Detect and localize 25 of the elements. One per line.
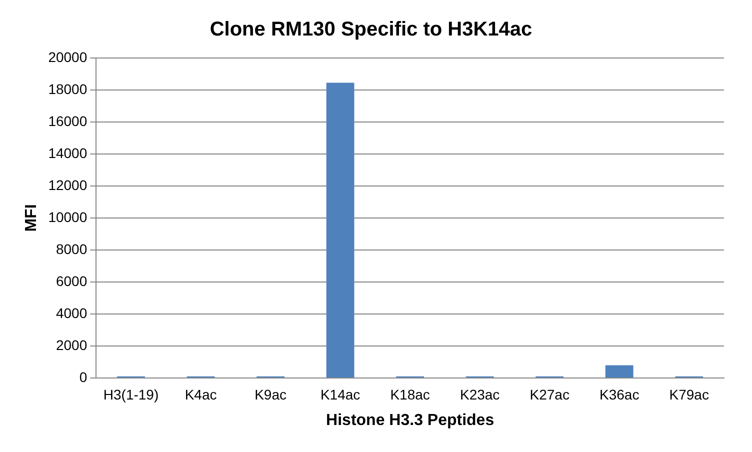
y-tick-label: 6000 — [56, 272, 88, 289]
x-tick-label: K79ac — [669, 386, 709, 402]
x-tick-label: K9ac — [254, 386, 286, 402]
y-tick-label: 20000 — [48, 48, 88, 65]
y-tick-label: 14000 — [48, 144, 88, 161]
y-tick-label: 10000 — [48, 208, 88, 225]
x-tick-label: K36ac — [600, 386, 640, 402]
x-tick-label: H3(1-19) — [103, 386, 159, 402]
bar — [605, 365, 634, 378]
y-tick-label: 4000 — [56, 304, 88, 321]
x-axis-title: Histone H3.3 Peptides — [326, 412, 494, 429]
bar — [326, 82, 354, 378]
x-tick-label: K4ac — [184, 386, 217, 402]
y-tick-label: 12000 — [48, 176, 88, 193]
y-tick-label: 0 — [79, 368, 88, 385]
y-tick-label: 18000 — [48, 80, 88, 97]
chart-title: Clone RM130 Specific to H3K14ac — [210, 18, 532, 41]
y-tick-label: 2000 — [56, 336, 88, 353]
x-tick-label: K14ac — [320, 386, 360, 402]
x-tick-label: K27ac — [530, 386, 570, 402]
y-tick-label: 16000 — [48, 112, 88, 129]
x-tick-label: K23ac — [460, 386, 500, 402]
x-tick-label: K18ac — [390, 386, 430, 402]
y-tick-label: 8000 — [56, 240, 88, 257]
y-axis-title: MFI — [23, 204, 40, 232]
